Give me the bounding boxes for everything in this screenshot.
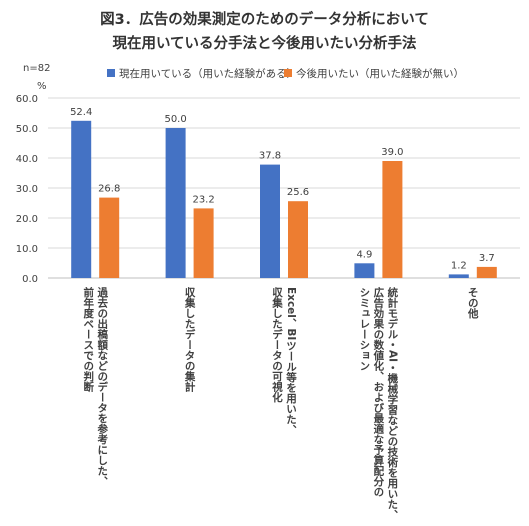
legend-swatch-future [284,69,292,77]
data-label: 4.9 [356,249,372,260]
legend-swatch-current [107,69,115,77]
data-label: 1.2 [451,260,467,271]
data-label: 26.8 [98,184,120,195]
data-label: 25.6 [287,187,309,198]
x-tick-label: Excel、BIツール等を用いた、 収集したデータの可視化 [271,287,297,435]
bar [99,197,120,278]
bar [165,128,186,278]
legend-label-future: 今後用いたい（用いた経験が無い） [296,68,464,80]
chart-title: 図3．広告の効果測定のためのデータ分析において [100,12,429,28]
data-label: 52.4 [70,107,92,118]
y-tick-label: 30.0 [16,184,38,195]
y-tick-label: 60.0 [16,94,38,105]
bar [193,208,214,278]
legend-label-current: 現在用いている（用いた経験がある） [119,68,298,80]
legend-item-current: 現在用いている（用いた経験がある） [107,66,297,81]
bar [354,263,375,278]
x-tick-label: 過去の出稿額などのデータを参考にした、 前年度ベースでの判断 [82,287,109,487]
sample-size-note: n=82 [23,63,51,74]
y-axis-unit: % [37,81,47,92]
bar [448,274,469,278]
data-label: 37.8 [259,151,281,162]
chart-subtitle: 現在用いている分手法と今後用いたい分析手法 [112,36,417,52]
x-tick-label: その他 [466,287,479,319]
data-label: 39.0 [381,147,403,158]
bar [260,164,280,278]
data-label: 23.2 [192,194,214,205]
x-tick-label: 収集したデータの集計 [183,287,196,392]
data-label: 3.7 [479,253,495,264]
y-tick-label: 40.0 [16,154,38,165]
y-tick-label: 50.0 [16,124,38,135]
bar [288,201,308,278]
data-label: 50.0 [164,114,186,125]
x-tick-label: 統計モデル・AI・機械学習などの技術を用いた、 広告効果の数値化、および最適な予… [358,287,399,520]
y-tick-label: 20.0 [16,214,38,225]
bar [382,161,403,278]
legend-item-future: 今後用いたい（用いた経験が無い） [284,66,464,81]
bar [71,120,92,278]
y-tick-label: 0.0 [22,274,38,285]
y-tick-label: 10.0 [16,244,38,255]
bar [476,266,497,278]
